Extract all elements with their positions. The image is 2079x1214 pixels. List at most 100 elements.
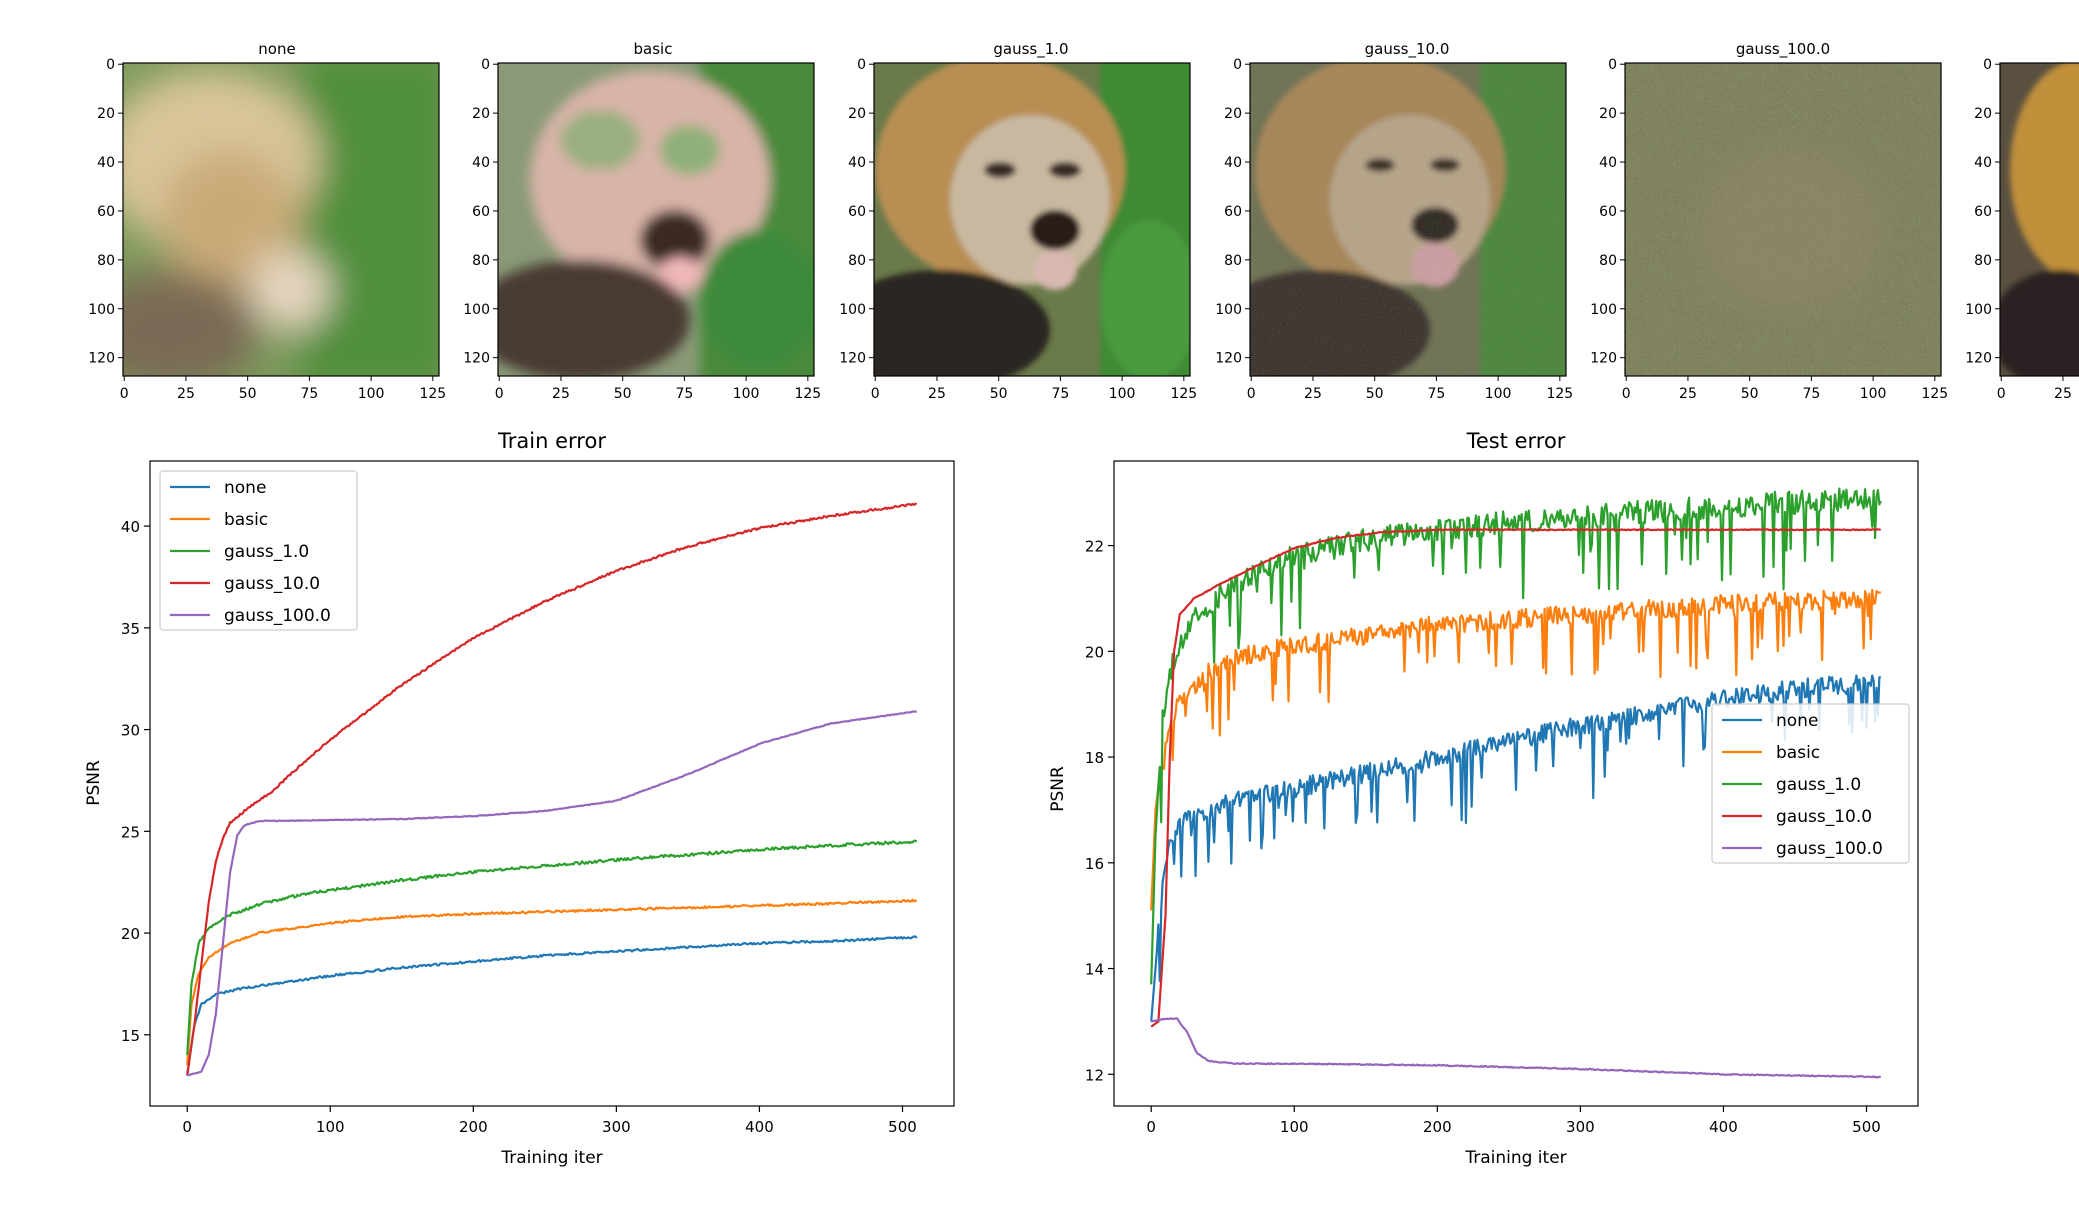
x-tick-label: 25 (552, 386, 570, 402)
lion-image-none (123, 63, 439, 376)
y-tick-label: 120 (1965, 351, 1992, 367)
series-line-gauss_10-0 (186, 502, 917, 1076)
y-tick-label: 40 (472, 155, 490, 171)
lion-image-gauss-1 (874, 63, 1190, 376)
y-tick-label: 100 (88, 302, 115, 318)
x-tick-label: 75 (675, 386, 693, 402)
legend-entry: none (1722, 711, 1818, 731)
y-tick-label: 20 (848, 106, 866, 122)
x-tick-label: 300 (1566, 1118, 1595, 1136)
y-tick-label: 100 (839, 302, 866, 318)
image-ticks-panel: 0 20 40 60 80 100 120 0 25 (1965, 57, 2072, 402)
legend-label: none (224, 478, 266, 498)
image-ticks-panel: 0 20 40 60 80 100 120 0 25 50 75 100 125 (1590, 57, 1948, 402)
legend-label: basic (224, 510, 268, 530)
legend-entry: gauss_1.0 (170, 542, 309, 562)
y-tick-label: 100 (463, 302, 490, 318)
y-tick-label: 120 (88, 351, 115, 367)
chart-title: Train error (497, 429, 606, 453)
y-tick-label: 0 (481, 57, 490, 73)
y-tick-label: 80 (848, 253, 866, 269)
image-title: gauss_100.0 (1736, 40, 1830, 59)
series-line-gauss_1-0 (1150, 487, 1882, 985)
y-tick-label: 16 (1085, 855, 1104, 873)
y-axis-label: PSNR (84, 760, 104, 806)
image-title: none (258, 40, 295, 58)
x-tick-label: 25 (928, 386, 946, 402)
y-tick-label: 80 (97, 253, 115, 269)
y-tick-label: 60 (848, 204, 866, 220)
x-tick-label: 125 (1921, 386, 1948, 402)
x-tick-label: 300 (602, 1118, 631, 1136)
y-tick-label: 100 (1215, 302, 1242, 318)
legend-label: basic (1776, 743, 1820, 763)
y-tick-label: 120 (1590, 351, 1617, 367)
x-tick-label: 100 (358, 386, 385, 402)
x-tick-label: 25 (177, 386, 195, 402)
x-tick-label: 0 (120, 386, 129, 402)
y-tick-label: 20 (472, 106, 490, 122)
chart-title: Test error (1466, 429, 1566, 453)
y-tick-label: 40 (121, 518, 140, 536)
image-panel-gauss-100: gauss_100.0 (1624, 40, 1942, 377)
y-tick-label: 100 (1590, 302, 1617, 318)
x-tick-label: 125 (794, 386, 821, 402)
series-line-gauss_100-0 (186, 710, 917, 1077)
y-tick-label: 0 (1983, 57, 1992, 73)
y-tick-label: 40 (1974, 155, 1992, 171)
legend-entry: gauss_10.0 (170, 574, 320, 594)
x-tick-label: 75 (1051, 386, 1069, 402)
y-tick-label: 30 (121, 722, 140, 740)
y-tick-label: 18 (1085, 749, 1104, 767)
x-tick-label: 125 (1170, 386, 1197, 402)
y-tick-label: 0 (106, 57, 115, 73)
legend-entry: basic (170, 510, 268, 530)
y-tick-label: 60 (1599, 204, 1617, 220)
x-tick-label: 0 (1146, 1118, 1156, 1136)
series-line-gauss_1-0 (186, 839, 918, 1056)
legend-label: gauss_10.0 (224, 574, 320, 594)
series-line-basic (186, 898, 917, 1066)
legend-entry: gauss_10.0 (1722, 807, 1872, 827)
y-tick-label: 60 (472, 204, 490, 220)
x-tick-label: 50 (1366, 386, 1384, 402)
image-title: gauss_1.0 (993, 40, 1068, 59)
x-tick-label: 25 (1679, 386, 1697, 402)
x-tick-label: 75 (1802, 386, 1820, 402)
x-tick-label: 100 (733, 386, 760, 402)
x-axis-label: Training iter (500, 1148, 602, 1168)
y-tick-label: 12 (1085, 1066, 1104, 1084)
lion-image-basic (498, 63, 814, 376)
y-tick-label: 80 (1224, 253, 1242, 269)
image-panel-gauss-1: gauss_1.0 (873, 40, 1191, 377)
image-axes-ticks: 0 20 40 60 80 100 120 0 25 50 75 100 125 0 20 40 60 80 100… (88, 57, 2072, 402)
image-panel-basic: basic (497, 40, 815, 377)
legend-label: gauss_1.0 (1776, 775, 1861, 795)
lion-image-gauss-100 (1625, 63, 1941, 376)
y-tick-label: 100 (1965, 302, 1992, 318)
y-tick-label: 15 (121, 1027, 140, 1045)
x-axis-label: Training iter (1464, 1148, 1566, 1168)
x-tick-label: 200 (1423, 1118, 1452, 1136)
x-tick-label: 400 (1709, 1118, 1738, 1136)
x-tick-label: 0 (1247, 386, 1256, 402)
x-tick-label: 500 (1852, 1118, 1881, 1136)
y-tick-label: 40 (97, 155, 115, 171)
x-tick-label: 50 (239, 386, 257, 402)
series-line-gauss_100-0 (1151, 1017, 1881, 1079)
y-tick-label: 0 (1608, 57, 1617, 73)
y-tick-label: 80 (472, 253, 490, 269)
y-tick-label: 60 (1974, 204, 1992, 220)
y-tick-label: 40 (848, 155, 866, 171)
legend-entry: gauss_100.0 (170, 606, 331, 626)
x-tick-label: 100 (1485, 386, 1512, 402)
x-tick-label: 50 (990, 386, 1008, 402)
y-tick-label: 120 (1215, 351, 1242, 367)
x-tick-label: 0 (1622, 386, 1631, 402)
legend-label: gauss_100.0 (224, 606, 331, 626)
x-tick-label: 125 (1546, 386, 1573, 402)
legend: none basic gauss_1.0 gauss_10.0 gauss_100.0 (1711, 703, 1910, 864)
legend-label: gauss_1.0 (224, 542, 309, 562)
chart-train-error: Train error 0 100 200 300 400 500 15 20 25 30 35 40… (84, 429, 955, 1168)
